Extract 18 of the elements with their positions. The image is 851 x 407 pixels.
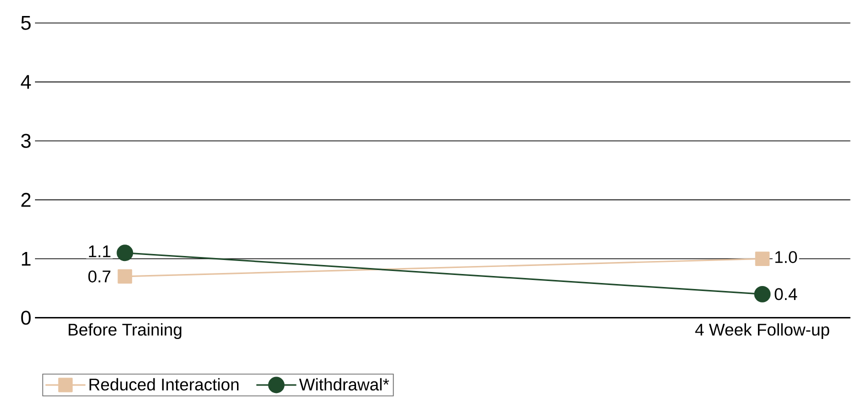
data-label: 1.0: [775, 251, 797, 264]
point: [754, 286, 771, 303]
point: [755, 252, 770, 266]
y-tick-label: 5: [21, 16, 31, 30]
y-tick-label: 4: [20, 75, 31, 89]
y-tick-label: 2: [21, 193, 30, 207]
y-tick-label: 1: [22, 252, 30, 266]
x-tick-label: 4 Week Follow-up: [695, 323, 830, 340]
y-tick-label: 3: [21, 134, 31, 148]
data-label: 0.4: [774, 288, 798, 300]
data-label: 1.1: [88, 246, 110, 258]
x-tick-label: Before Training: [68, 323, 182, 340]
legend-label: Withdrawal*: [299, 378, 390, 391]
point: [118, 269, 132, 284]
point: [116, 244, 134, 262]
y-tick-label: 0: [21, 310, 31, 325]
data-label: 0.7: [88, 270, 110, 283]
legend-label: Reduced Interaction: [90, 378, 238, 391]
